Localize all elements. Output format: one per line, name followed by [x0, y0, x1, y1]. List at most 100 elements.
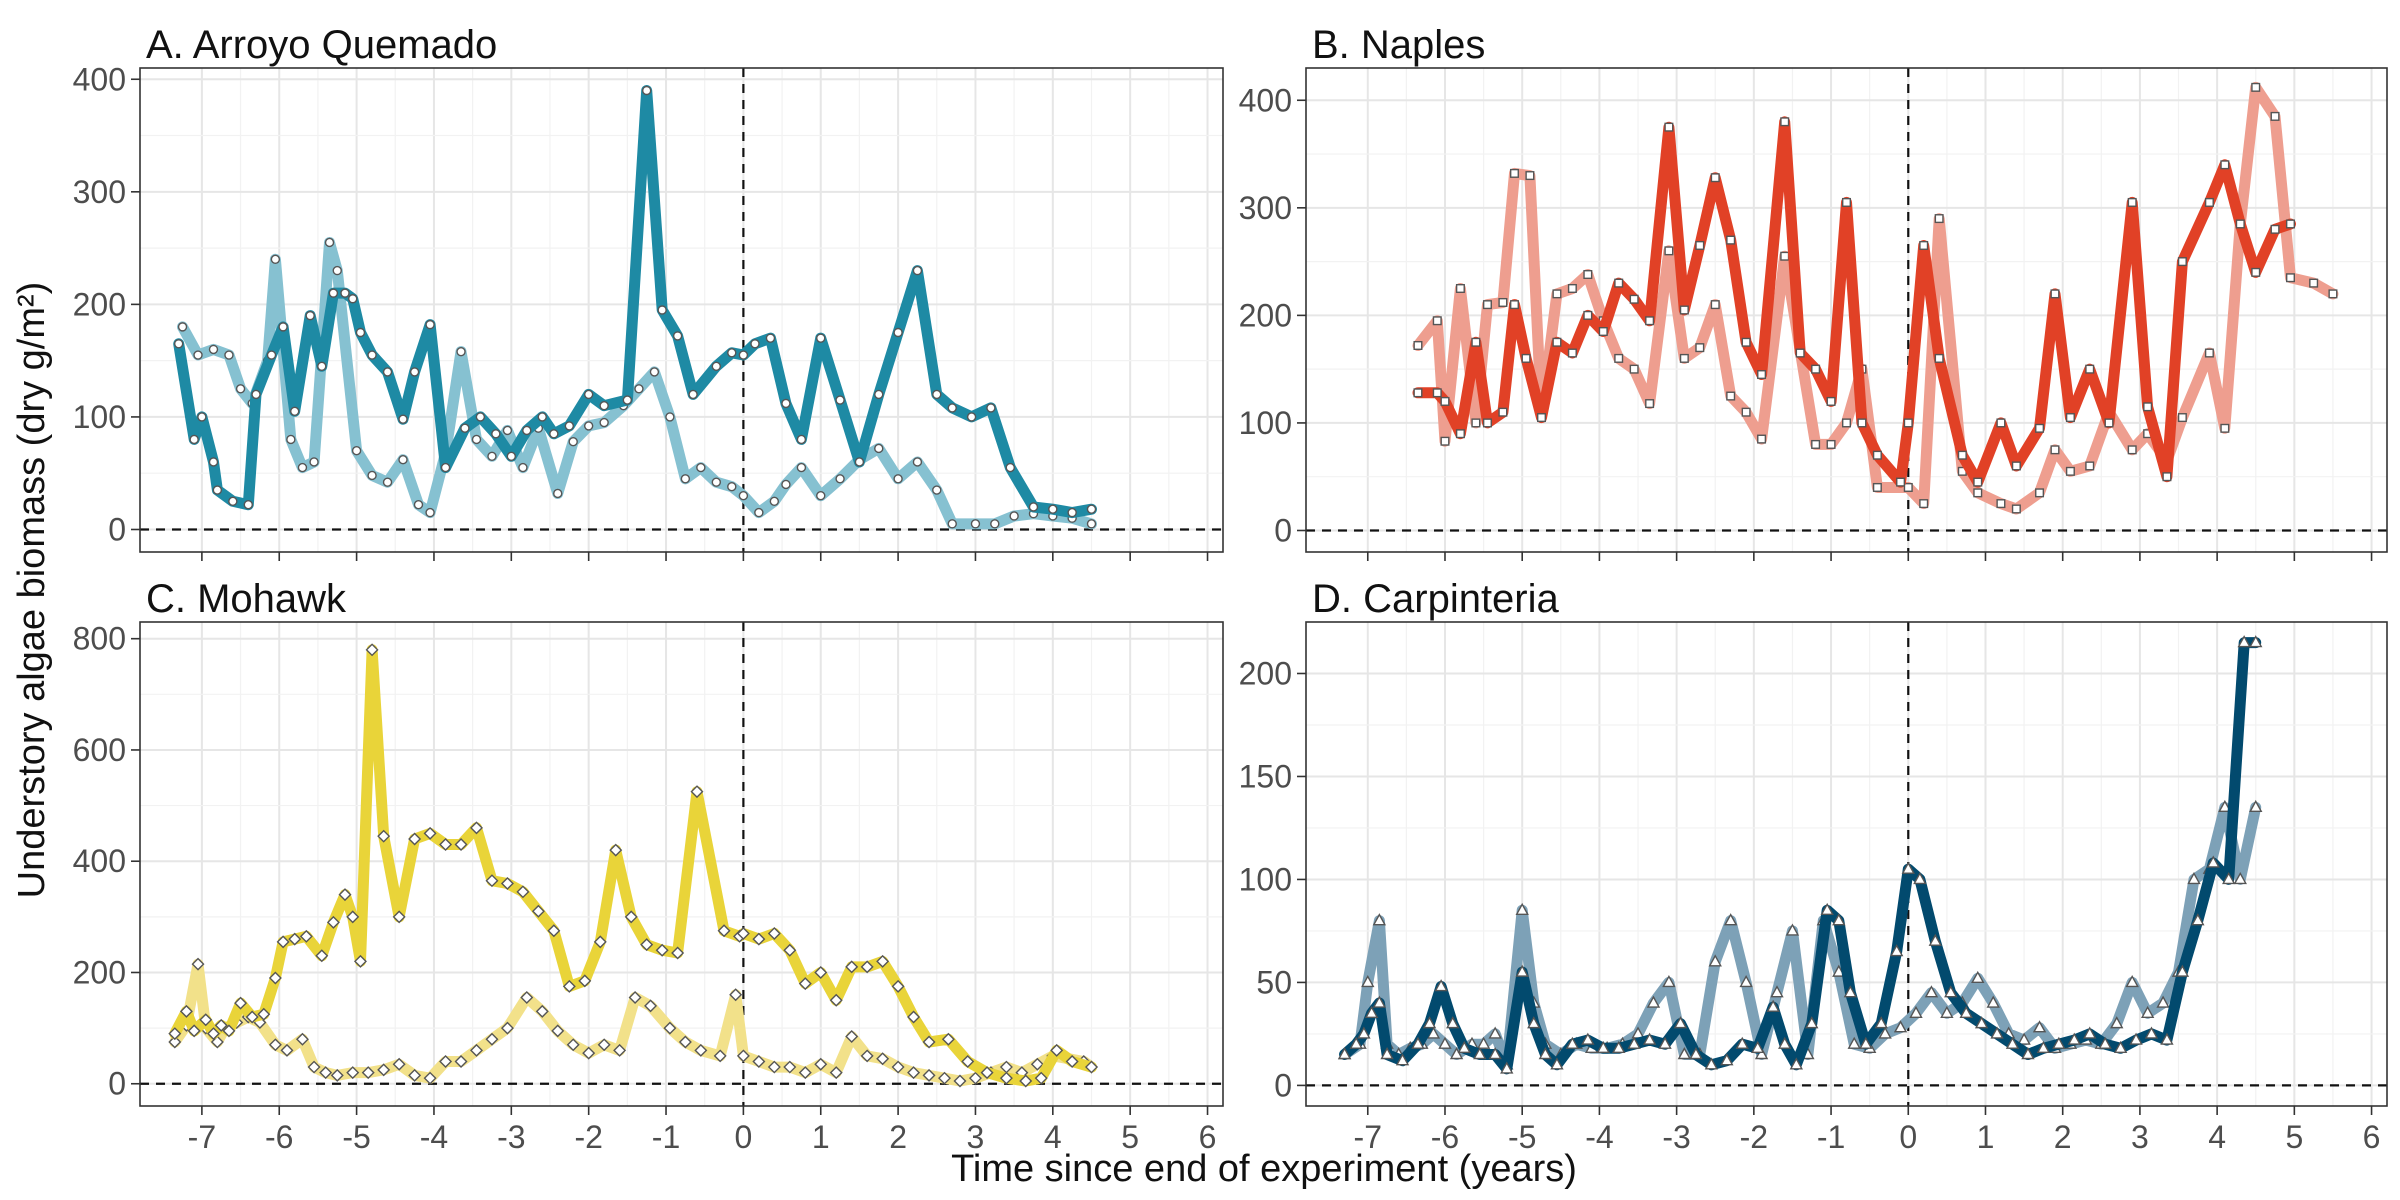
data-point	[2011, 504, 2021, 514]
x-tick-label: -6	[265, 1119, 293, 1155]
data-point	[367, 470, 377, 481]
data-point	[398, 414, 408, 424]
data-point	[696, 462, 706, 473]
data-point	[845, 960, 859, 974]
data-point	[1780, 251, 1790, 261]
data-point	[1735, 1036, 1749, 1049]
data-point	[280, 1043, 294, 1057]
data-point	[1890, 944, 1904, 957]
data-point	[2065, 466, 2075, 476]
data-point	[1841, 418, 1851, 428]
data-point	[938, 1071, 952, 1085]
y-tick-label: 0	[108, 1066, 126, 1102]
data-point	[835, 395, 845, 405]
data-point	[549, 429, 559, 439]
data-point	[243, 500, 254, 510]
data-point	[288, 932, 302, 946]
x-tick-label: 6	[2363, 1119, 2381, 1155]
data-point	[1710, 300, 1720, 310]
data-point	[425, 319, 435, 330]
data-point	[2067, 1032, 2081, 1045]
panel-naples: 0 100 200 300 400 B. Naples	[1239, 23, 2388, 561]
data-point	[966, 412, 977, 422]
data-point	[1432, 388, 1442, 398]
data-point	[1957, 450, 1967, 460]
data-point	[655, 943, 669, 957]
panel-carpinteria: 0 50 100 150 200 -7 -6 -5 -4 -3 -2 -1 0 1 2 3 4 5 6 D. Carp…	[1239, 577, 2388, 1155]
data-point	[767, 927, 781, 941]
data-point	[1739, 974, 1753, 988]
data-point	[470, 1043, 483, 1057]
data-point	[752, 932, 766, 946]
data-point	[1770, 985, 1784, 998]
data-point	[1757, 434, 1767, 444]
data-point	[1679, 353, 1689, 363]
data-point	[2204, 348, 2214, 358]
data-point	[767, 1060, 781, 1074]
data-point	[568, 436, 578, 447]
data-point	[1893, 1020, 1908, 1033]
data-point	[1583, 270, 1593, 280]
data-point	[1009, 511, 1019, 521]
data-point	[297, 462, 308, 473]
data-point	[168, 1027, 182, 1041]
panel-border	[1305, 67, 2388, 553]
data-point	[717, 924, 731, 938]
data-point	[537, 412, 547, 422]
y-tick-label: 100	[1239, 861, 1292, 897]
data-point	[1874, 1016, 1888, 1029]
data-point	[330, 1068, 344, 1082]
data-point	[1455, 429, 1465, 439]
data-point	[1903, 418, 1913, 428]
data-point	[1826, 439, 1836, 449]
data-point	[1446, 1016, 1460, 1029]
data-point	[1086, 504, 1097, 514]
data-point	[506, 451, 517, 462]
data-point	[1048, 504, 1058, 514]
data-point	[2085, 461, 2095, 471]
data-point	[413, 500, 424, 510]
data-point	[1785, 923, 1800, 936]
data-point	[1471, 418, 1481, 428]
data-point	[1677, 1047, 1692, 1060]
data-point	[1471, 337, 1481, 347]
data-point	[1778, 1036, 1792, 1049]
data-point	[2144, 1026, 2159, 1039]
data-point	[990, 519, 1000, 529]
data-point	[2187, 871, 2201, 885]
data-point	[1629, 364, 1639, 374]
data-point	[893, 327, 903, 338]
data-point	[1944, 985, 1958, 998]
data-point	[891, 1060, 905, 1074]
data-point	[593, 935, 607, 949]
panel-border	[139, 67, 1224, 553]
data-point	[1357, 1026, 1371, 1039]
data-point	[1449, 1047, 1464, 1060]
data-point	[1395, 1053, 1410, 1066]
data-point	[781, 398, 791, 409]
data-point	[941, 1032, 955, 1046]
data-point	[2270, 111, 2280, 121]
data-point	[392, 910, 406, 924]
data-point	[729, 988, 743, 1002]
data-point	[1928, 933, 1942, 946]
y-tick-label: 0	[1274, 512, 1292, 548]
data-point	[1565, 1036, 1580, 1049]
data-point	[854, 457, 865, 467]
data-point	[727, 348, 737, 358]
data-point	[2098, 1036, 2112, 1049]
data-point	[1645, 399, 1655, 409]
data-point	[1552, 337, 1562, 347]
data-point	[295, 1032, 309, 1046]
data-point	[1034, 1071, 1048, 1085]
data-point	[1673, 1016, 1688, 1029]
data-point	[2021, 1047, 2035, 1060]
x-tick-label: 2	[889, 1119, 907, 1155]
y-tick-label: 150	[1239, 758, 1292, 794]
data-point	[1411, 1036, 1425, 1049]
data-point	[206, 1027, 220, 1041]
data-point	[1723, 913, 1738, 926]
data-point	[1820, 902, 1834, 916]
data-point	[1457, 1040, 1471, 1054]
panel-title: B. Naples	[1312, 23, 1485, 67]
